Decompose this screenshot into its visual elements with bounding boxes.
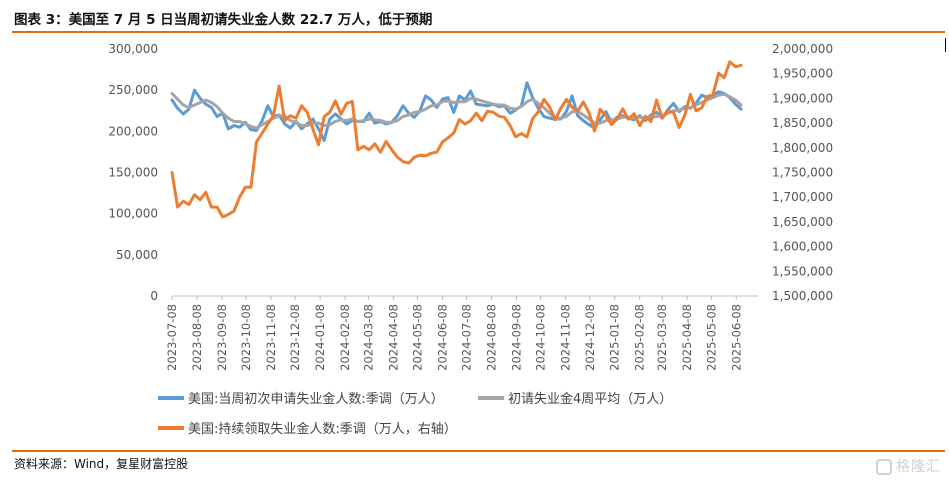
x-tick-label: 2025-02-08: [633, 304, 647, 371]
bottom-rule: [12, 450, 945, 452]
left-tick-label: 300,000: [108, 42, 158, 56]
x-tick-label: 2024-12-08: [583, 304, 597, 371]
left-tick-label: 0: [150, 289, 158, 303]
x-tick-label: 2024-06-08: [435, 304, 449, 371]
right-tick-label: 1,900,000: [772, 91, 833, 105]
right-tick-label: 1,800,000: [772, 141, 833, 155]
x-tick-label: 2023-08-08: [190, 304, 204, 371]
x-tick-label: 2024-09-08: [510, 304, 524, 371]
legend-label-3: 美国:持续领取失业金人数:季调（万人，右轴）: [188, 421, 457, 437]
right-tick-label: 1,550,000: [772, 264, 833, 278]
series-lines: [170, 60, 743, 219]
series-line-1: [170, 81, 743, 142]
right-tick-label: 2,000,000: [772, 42, 833, 56]
chart-legend: 美国:当周初次申请失业金人数:季调（万人） 初请失业金4周平均（万人） 美国:持续领…: [158, 391, 672, 437]
watermark: 格隆汇: [876, 456, 941, 476]
left-y-axis: 0 50,000 100,000 150,000 200,000 250,000 300,0…: [108, 42, 158, 303]
legend-label-2: 初请失业金4周平均（万人）: [508, 391, 672, 407]
right-tick-label: 1,500,000: [772, 289, 833, 303]
x-tick-label: 2024-02-08: [338, 304, 352, 371]
line-chart: 0 50,000 100,000 150,000 200,000 250,000 300,0…: [108, 42, 833, 437]
left-tick-label: 200,000: [108, 124, 158, 138]
watermark-logo-icon: [876, 459, 892, 475]
right-y-axis: 1,500,000 1,550,000 1,600,000 1,650,000 1,70…: [772, 42, 833, 303]
right-tick-label: 1,650,000: [772, 215, 833, 229]
right-tick-label: 1,700,000: [772, 190, 833, 204]
left-tick-label: 150,000: [108, 166, 158, 180]
right-tick-label: 1,750,000: [772, 166, 833, 180]
series-line-3: [170, 60, 743, 219]
watermark-text: 格隆汇: [896, 459, 941, 475]
x-tick-label: 2024-08-08: [485, 304, 499, 371]
x-tick-label: 2025-06-08: [729, 304, 743, 371]
right-tick-label: 1,950,000: [772, 67, 833, 81]
x-tick-label: 2023-10-08: [239, 304, 253, 371]
chart-title: 图表 3：美国至 7 月 5 日当周初请失业金人数 22.7 万人，低于预期: [14, 12, 433, 28]
x-tick-label: 2023-12-08: [288, 304, 302, 371]
right-tick-label: 1,850,000: [772, 116, 833, 130]
left-tick-label: 100,000: [108, 207, 158, 221]
x-tick-label: 2023-11-08: [264, 304, 278, 371]
x-axis: 2023-07-08 2023-08-08 2023-09-08 2023-10-08…: [165, 295, 758, 371]
source-note: 资料来源：Wind，复星财富控股: [14, 457, 189, 471]
x-tick-label: 2024-04-08: [386, 304, 400, 371]
x-tick-label: 2025-05-08: [704, 304, 718, 371]
x-tick-label: 2024-03-08: [361, 304, 375, 371]
x-tick-label: 2023-09-08: [215, 304, 229, 371]
text-cursor: [945, 38, 946, 52]
x-tick-label: 2023-07-08: [165, 304, 179, 371]
x-tick-label: 2024-07-08: [460, 304, 474, 371]
top-rule: [12, 31, 945, 33]
left-tick-label: 50,000: [116, 248, 158, 262]
right-tick-label: 1,600,000: [772, 240, 833, 254]
x-tick-label: 2025-04-08: [680, 304, 694, 371]
x-tick-label: 2024-10-08: [534, 304, 548, 371]
legend-label-1: 美国:当周初次申请失业金人数:季调（万人）: [188, 391, 444, 407]
x-tick-label: 2024-11-08: [559, 304, 573, 371]
left-tick-label: 250,000: [108, 83, 158, 97]
x-tick-label: 2024-01-08: [313, 304, 327, 371]
x-tick-label: 2024-05-08: [411, 304, 425, 371]
x-tick-label: 2025-01-08: [608, 304, 622, 371]
x-tick-label: 2025-03-08: [655, 304, 669, 371]
